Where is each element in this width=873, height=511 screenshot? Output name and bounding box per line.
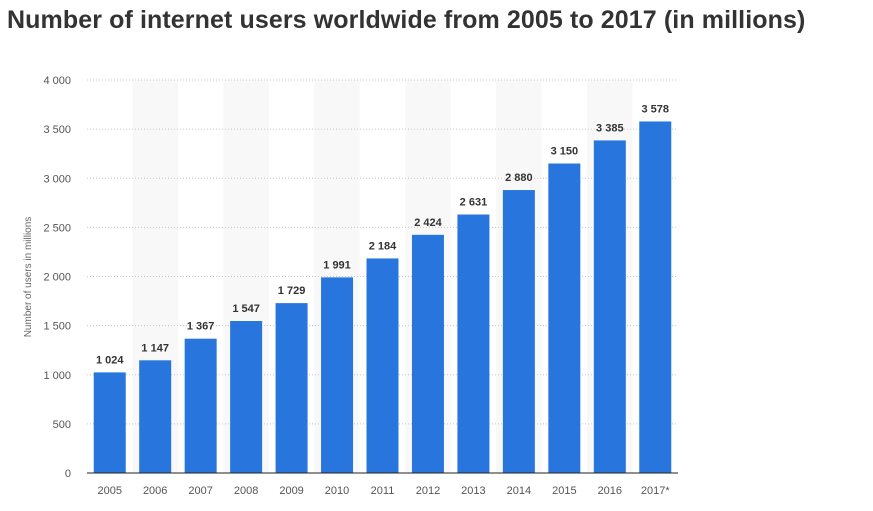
- x-tick-label: 2017*: [641, 485, 670, 497]
- data-label: 1 024: [96, 354, 124, 366]
- y-axis-label: Number of users in millions: [23, 217, 34, 338]
- bar: [639, 121, 672, 474]
- bar: [93, 372, 126, 473]
- x-tick-label: 2013: [461, 485, 485, 497]
- x-tick-label: 2014: [507, 485, 531, 497]
- x-tick-label: 2010: [325, 485, 349, 497]
- bar: [457, 214, 490, 473]
- x-tick-label: 2016: [598, 485, 622, 497]
- bar: [321, 277, 354, 473]
- bar: [411, 234, 444, 473]
- x-tick-label: 2015: [552, 485, 576, 497]
- data-label: 1 729: [278, 285, 306, 297]
- bar: [275, 303, 308, 473]
- bar: [366, 258, 399, 473]
- y-tick-label: 3 000: [43, 173, 71, 185]
- bar: [548, 163, 581, 473]
- x-tick-label: 2009: [279, 485, 303, 497]
- data-label: 1 147: [141, 342, 169, 354]
- x-tick-label: 2005: [97, 485, 121, 497]
- x-tick-label: 2006: [143, 485, 167, 497]
- data-label: 2 424: [414, 217, 442, 229]
- data-label: 2 631: [460, 197, 488, 209]
- x-tick-label: 2007: [188, 485, 212, 497]
- x-tick-label: 2008: [234, 485, 258, 497]
- data-label: 1 991: [323, 259, 351, 271]
- data-label: 2 184: [369, 240, 397, 252]
- y-tick-label: 2 500: [43, 222, 71, 234]
- y-tick-label: 2 000: [43, 272, 71, 284]
- bar: [184, 338, 217, 473]
- y-tick-label: 4 000: [43, 75, 71, 87]
- bar: [502, 190, 535, 474]
- y-tick-label: 0: [65, 468, 71, 480]
- data-label: 3 385: [596, 122, 624, 134]
- data-label: 3 150: [551, 146, 579, 158]
- y-tick-label: 1 500: [43, 321, 71, 333]
- y-tick-label: 3 500: [43, 124, 71, 136]
- bar: [230, 321, 263, 473]
- x-tick-label: 2011: [371, 485, 395, 497]
- bar: [139, 360, 172, 473]
- y-tick-label: 1 000: [43, 370, 71, 382]
- data-label: 1 367: [187, 321, 215, 333]
- y-tick-label: 500: [53, 419, 71, 431]
- data-label: 1 547: [232, 303, 260, 315]
- data-label: 2 880: [505, 172, 533, 184]
- data-label: 3 578: [642, 103, 670, 115]
- bar: [593, 140, 626, 473]
- chart-title: Number of internet users worldwide from …: [7, 6, 806, 34]
- x-tick-label: 2012: [416, 485, 440, 497]
